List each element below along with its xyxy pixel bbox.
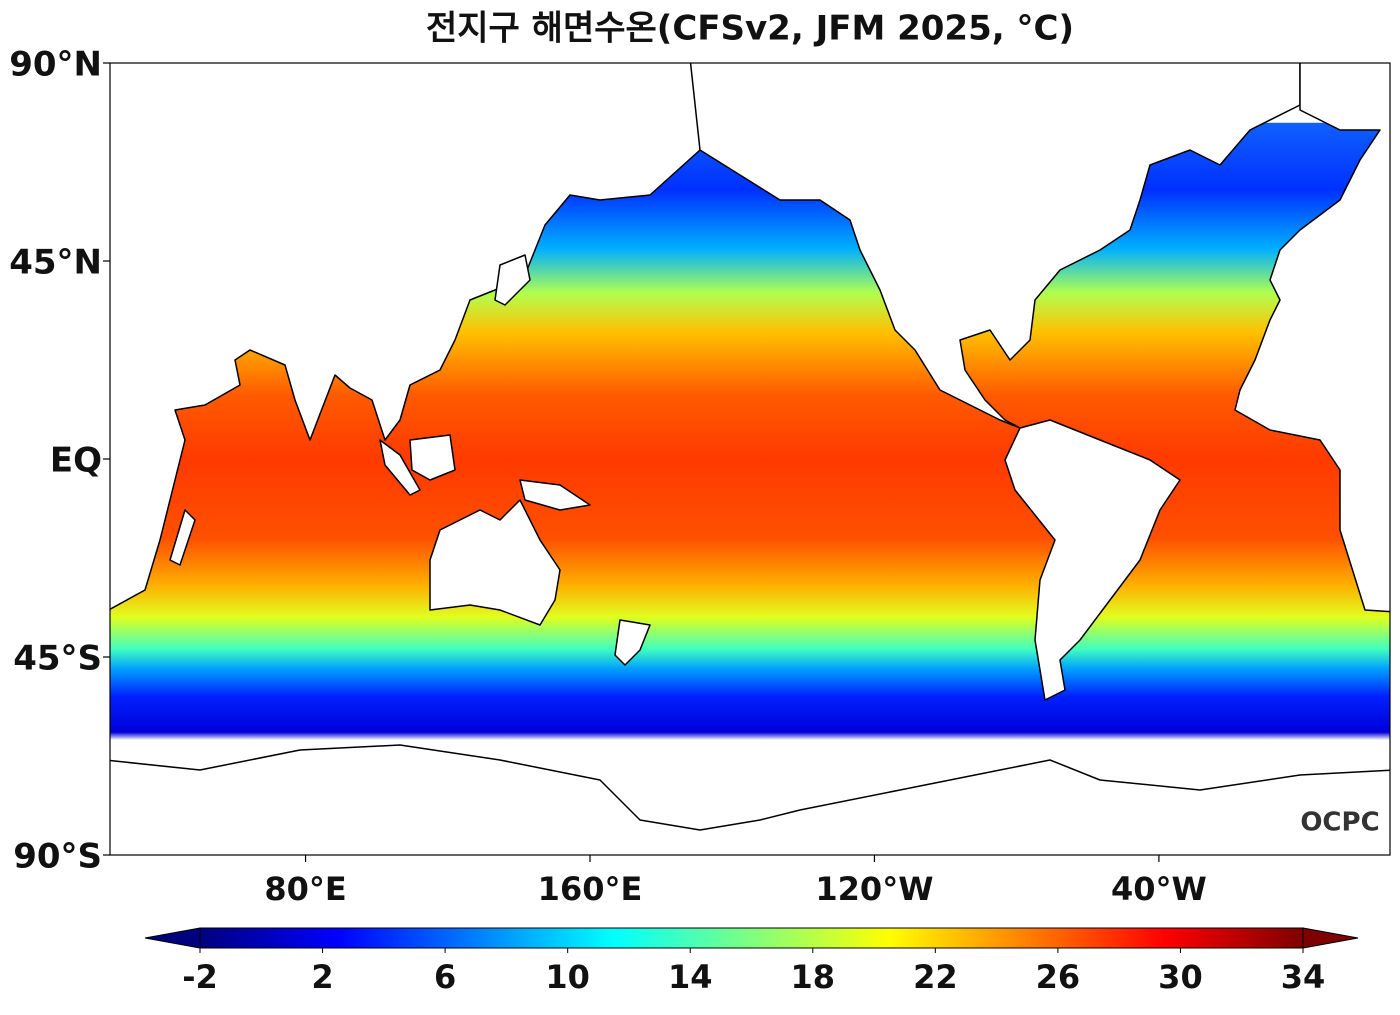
title: 전지구 해면수온(CFSv2, JFM 2025, °C) <box>426 9 1074 49</box>
y-tick-label: 90°N <box>9 45 102 85</box>
colorbar: -2 2 6 10 14 18 22 26 30 34 <box>144 927 1359 996</box>
colorbar-tick-label: 30 <box>1158 958 1203 996</box>
colorbar-tick-label: 6 <box>434 958 456 996</box>
land <box>519 479 591 511</box>
x-tick-label: 80°E <box>264 870 346 908</box>
colorbar-tick-label: 34 <box>1281 958 1326 996</box>
colorbar-tick-label: 26 <box>1036 958 1081 996</box>
x-tick-label: 160°E <box>538 870 643 908</box>
colorbar-tick-label: 22 <box>913 958 958 996</box>
land <box>110 63 701 611</box>
y-tick-label: 90°S <box>13 837 102 877</box>
land <box>689 63 1301 429</box>
x-tick-label: 40°W <box>1111 870 1207 908</box>
land <box>614 619 651 666</box>
map-area <box>110 63 1390 855</box>
land <box>1234 63 1390 613</box>
colorbar-tick-label: 10 <box>545 958 590 996</box>
land <box>409 434 456 481</box>
land <box>110 744 1390 855</box>
colorbar-body <box>200 928 1303 948</box>
colorbar-tick-label: 2 <box>311 958 333 996</box>
land <box>1004 419 1181 701</box>
colorbar-tick-label: -2 <box>182 958 218 996</box>
colorbar-tick-label: 14 <box>668 958 713 996</box>
colorbar-tick-label: 18 <box>791 958 836 996</box>
y-tick-label: 45°S <box>13 639 102 679</box>
colorbar-extend-min <box>144 927 201 949</box>
x-tick-label: 120°W <box>815 870 933 908</box>
colorbar-extend-max <box>1302 927 1359 949</box>
y-tick-label: EQ <box>50 441 102 481</box>
land <box>169 509 196 566</box>
land <box>494 254 531 306</box>
land <box>429 499 561 626</box>
logo: OCPC <box>1300 808 1379 838</box>
y-tick-label: 45°N <box>9 243 102 283</box>
land <box>379 439 421 496</box>
colorbar-frame <box>199 927 1304 949</box>
